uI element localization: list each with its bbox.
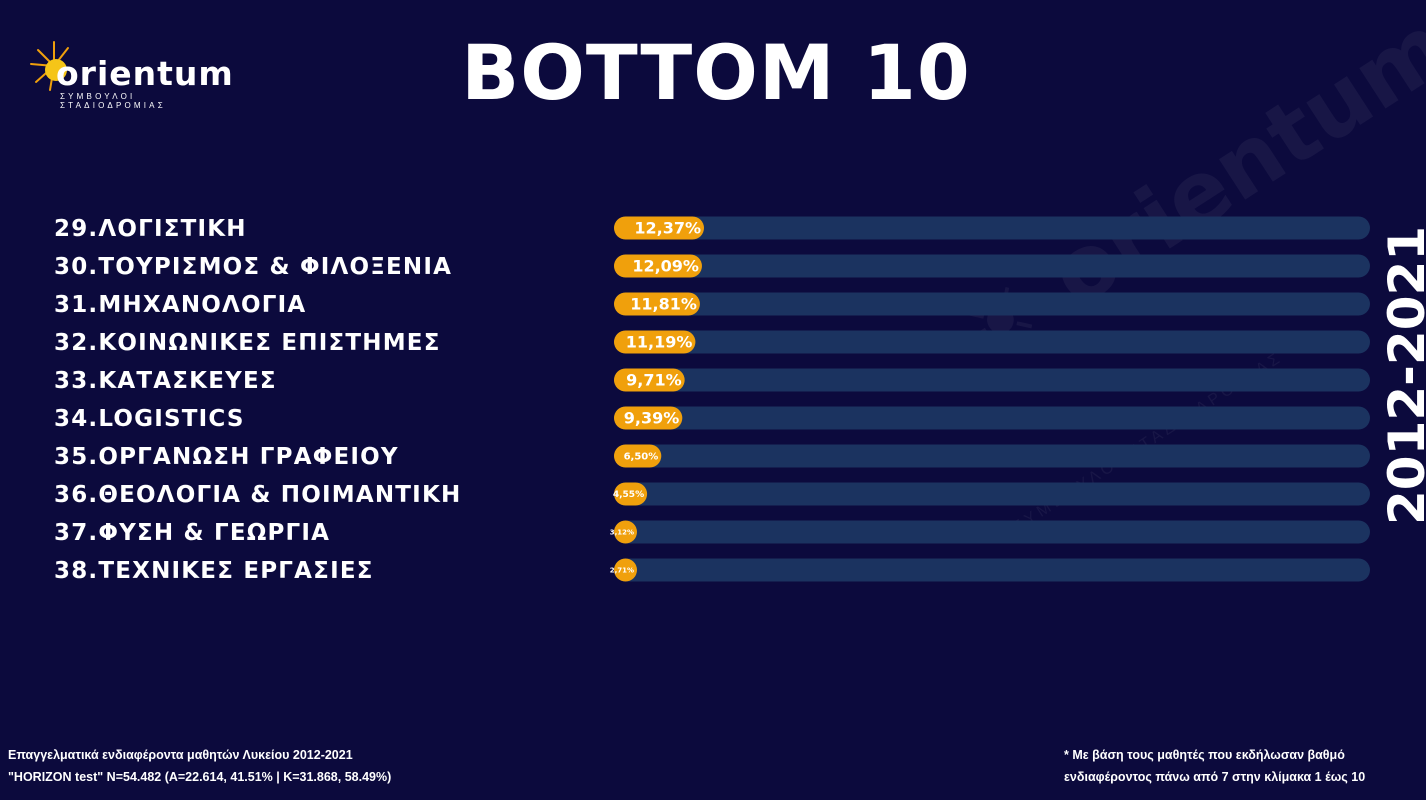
value-label: 3,12% (610, 528, 634, 536)
bar-track (614, 254, 1370, 278)
bar (614, 558, 637, 582)
bar (614, 216, 704, 240)
footer-note-line-2: ενδιαφέροντος πάνω από 7 στην κλίμακα 1 … (1064, 770, 1366, 784)
category-label: 30.ΤΟΥΡΙΣΜΟΣ & ΦΙΛΟΞΕΝΙΑ (54, 254, 452, 280)
value-label: 11,81% (630, 295, 697, 314)
footer-source-line-2: "HORIZON test" N=54.482 (A=22.614, 41.51… (8, 770, 392, 784)
footer-source-line-1: Επαγγελματικά ενδιαφέροντα μαθητών Λυκεί… (8, 748, 353, 762)
category-label: 37.ΦΥΣΗ & ΓΕΩΡΓΙΑ (54, 520, 330, 546)
bar-track (614, 216, 1370, 240)
logo-subtitle: ΣΥΜΒΟΥΛΟΙ ΣΤΑΔΙΟΔΡΟΜΙΑΣ (60, 92, 166, 110)
footer-source: Επαγγελματικά ενδιαφέροντα μαθητών Λυκεί… (8, 744, 391, 788)
value-label: 11,19% (626, 333, 693, 352)
footer-note: * Με βάση τους μαθητές που εκδήλωσαν βαθ… (1064, 744, 1365, 788)
category-label: 33.ΚΑΤΑΣΚΕΥΕΣ (54, 368, 277, 394)
category-label: 32.ΚΟΙΝΩΝΙΚΕΣ ΕΠΙΣΤΗΜΕΣ (54, 330, 441, 356)
bar-track (614, 330, 1370, 354)
value-label: 2,71% (610, 566, 634, 574)
category-label: 31.ΜΗΧΑΝΟΛΟΓΙΑ (54, 292, 306, 318)
bar (614, 406, 683, 430)
value-label: 4,55% (613, 490, 644, 500)
logo-text: orientum (56, 54, 234, 93)
orientum-logo: orientum ΣΥΜΒΟΥΛΟΙ ΣΤΑΔΙΟΔΡΟΜΙΑΣ (28, 38, 243, 110)
bar (614, 254, 702, 278)
bar (614, 368, 685, 392)
bar-track (614, 368, 1370, 392)
bar (614, 444, 662, 468)
bar-track (614, 444, 1370, 468)
category-label: 34.LOGISTICS (54, 406, 245, 432)
category-label: 38.ΤΕΧΝΙΚΕΣ ΕΡΓΑΣΙΕΣ (54, 558, 374, 584)
category-label: 36.ΘΕΟΛΟΓΙΑ & ΠΟΙΜΑΝΤΙΚΗ (54, 482, 461, 508)
bar-track (614, 558, 1370, 582)
bar-track (614, 292, 1370, 316)
bar-track (614, 520, 1370, 544)
bar-track (614, 406, 1370, 430)
bar-track (614, 482, 1370, 506)
value-label: 9,39% (624, 409, 680, 428)
value-label: 12,09% (632, 257, 699, 276)
year-label: 2012-2021 (1378, 225, 1426, 525)
value-label: 9,71% (626, 371, 682, 390)
bar (614, 520, 637, 544)
value-label: 6,50% (624, 452, 659, 463)
sun-icon (30, 41, 69, 91)
chart-title: BOTTOM 10 (461, 28, 971, 117)
bar (614, 482, 648, 506)
footer-note-line-1: * Με βάση τους μαθητές που εκδήλωσαν βαθ… (1064, 748, 1345, 762)
bar (614, 330, 696, 354)
bar (614, 292, 700, 316)
value-label: 12,37% (634, 219, 701, 238)
category-label: 35.ΟΡΓΑΝΩΣΗ ΓΡΑΦΕΙΟΥ (54, 444, 399, 470)
category-label: 29.ΛΟΓΙΣΤΙΚΗ (54, 216, 247, 242)
